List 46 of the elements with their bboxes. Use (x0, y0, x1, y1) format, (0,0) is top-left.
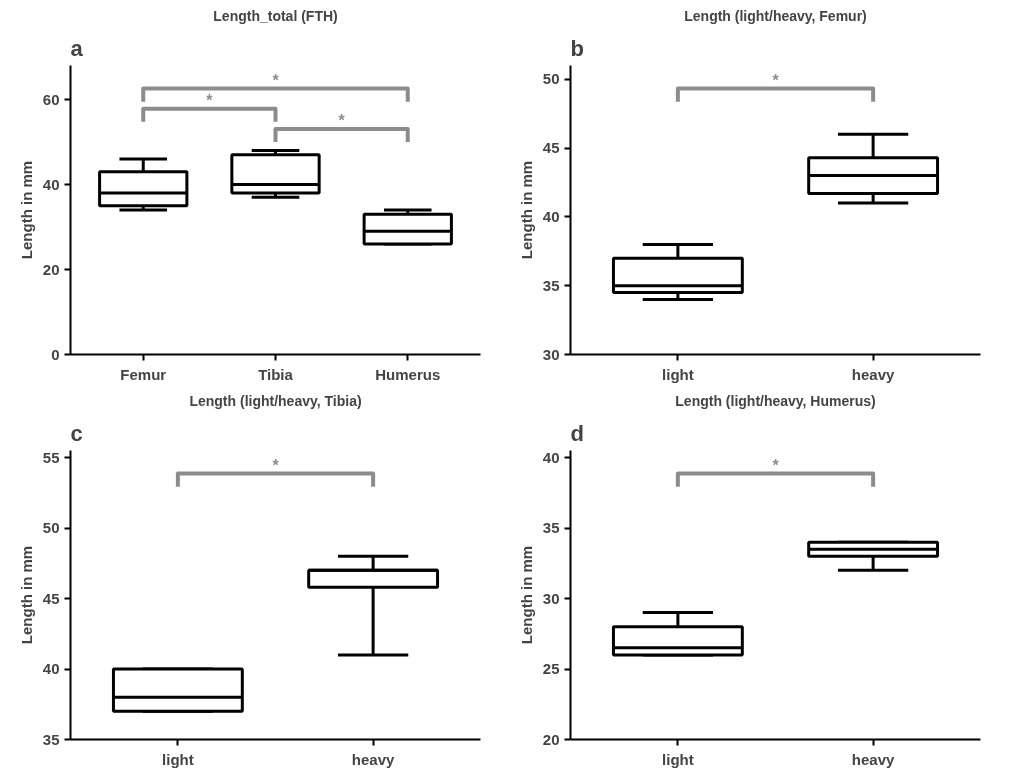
y-tick-label: 35 (42, 730, 60, 748)
x-tick-label: heavy (351, 750, 396, 768)
annotation: * (206, 91, 214, 109)
x-tick-label: heavy (851, 750, 896, 768)
y-tick-label: 30 (542, 589, 560, 607)
annotation: * (338, 112, 346, 130)
y-tick-label: 0 (51, 345, 60, 363)
y-tick-label: 30 (542, 345, 560, 363)
y-axis-title: Length in mm (517, 160, 535, 260)
annotation: * (272, 71, 280, 89)
x-tick-label: Humerus (375, 365, 441, 383)
y-tick-label: 35 (542, 519, 560, 537)
annotation: * (772, 456, 780, 474)
y-tick-label: 60 (42, 90, 60, 108)
y-tick-label: 55 (42, 448, 60, 466)
chart-title: Length (light/heavy, Tibia) (189, 392, 362, 409)
chart-title: Length_total (FTH) (213, 7, 338, 24)
y-axis-title: Length in mm (17, 545, 35, 645)
y-tick-label: 45 (542, 139, 560, 157)
y-tick-label: 40 (542, 448, 560, 466)
text: a (70, 35, 84, 61)
y-tick-label: 50 (542, 70, 560, 88)
chart-title: Length (light/heavy, Femur) (684, 7, 867, 24)
y-tick-label: 40 (42, 660, 60, 678)
x-tick-label: light (662, 365, 694, 383)
y-tick-label: 50 (42, 519, 60, 537)
y-tick-label: 20 (42, 260, 60, 278)
text: c (70, 420, 83, 446)
x-tick-label: heavy (851, 365, 896, 383)
annotation: * (772, 71, 780, 89)
y-axis-title: Length in mm (17, 160, 35, 260)
x-tick-label: Femur (120, 365, 167, 383)
y-tick-label: 40 (542, 207, 560, 225)
x-tick-label: light (662, 750, 694, 768)
y-tick-label: 35 (542, 276, 560, 294)
x-tick-label: light (162, 750, 194, 768)
chart-title: Length (light/heavy, Humerus) (675, 392, 876, 409)
y-tick-label: 45 (42, 589, 60, 607)
annotation: * (272, 456, 280, 474)
y-axis-title: Length in mm (517, 545, 535, 645)
y-tick-label: 40 (42, 175, 60, 193)
text: b (570, 35, 584, 61)
y-tick-label: 20 (542, 730, 560, 748)
y-tick-label: 25 (542, 660, 560, 678)
text: d (570, 420, 584, 446)
x-tick-label: Tibia (258, 365, 294, 383)
